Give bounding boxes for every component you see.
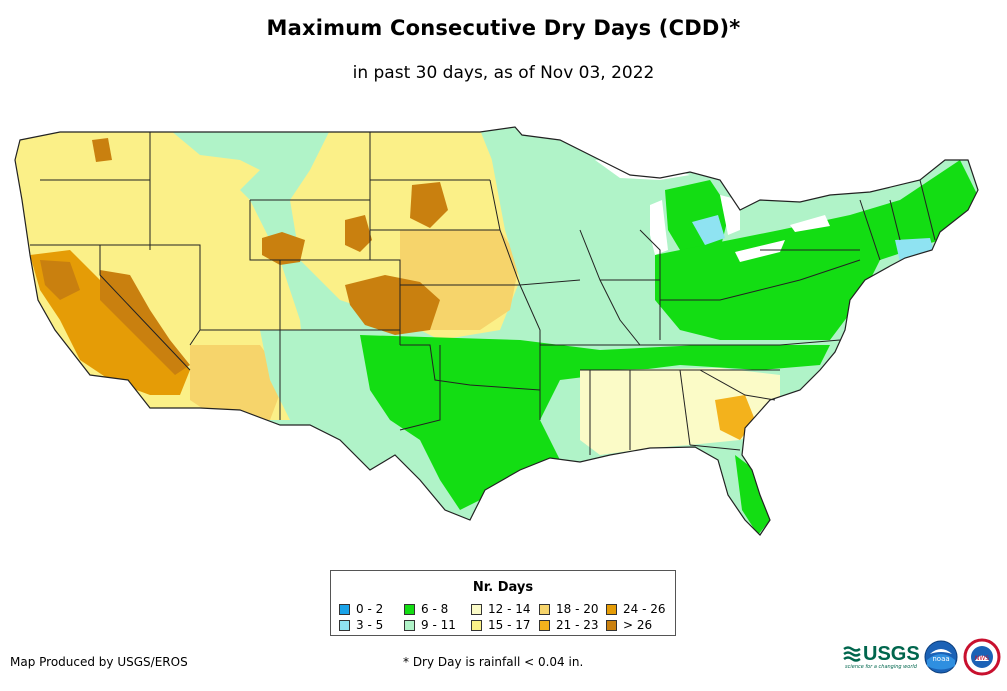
great-lakes — [595, 160, 830, 262]
region-mass-3-5 — [895, 238, 935, 262]
legend-label: 0 - 2 — [356, 602, 384, 616]
usgs-logo: USGS — [843, 643, 920, 666]
legend-label: 6 - 8 — [421, 602, 449, 616]
map-title: Maximum Consecutive Dry Days (CDD)* — [266, 16, 741, 40]
legend-swatch — [404, 603, 415, 615]
map-credit: Map Produced by USGS/EROS — [10, 655, 188, 669]
legend-label: 12 - 14 — [488, 602, 531, 616]
legend-swatch — [339, 619, 350, 631]
legend-swatch — [339, 603, 350, 615]
legend-swatch — [606, 619, 617, 631]
legend-swatch — [471, 619, 482, 631]
legend-swatch — [471, 603, 482, 615]
legend-label: 24 - 26 — [623, 602, 666, 616]
region-wyoming-over-26 — [345, 215, 372, 252]
legend-item-21-23: 21 - 23 — [539, 618, 599, 632]
legend-item-3-5: 3 - 5 — [339, 618, 383, 632]
lake-ontario — [790, 215, 830, 232]
usgs-logo-text: USGS — [863, 643, 920, 665]
legend-label: 18 - 20 — [556, 602, 599, 616]
region-colorado-over-26 — [345, 275, 440, 335]
lake-superior — [595, 160, 690, 180]
us-dry-days-map — [14, 126, 979, 536]
lake-huron — [720, 195, 740, 235]
usgs-wave-icon — [843, 645, 861, 662]
legend-swatch — [606, 603, 617, 615]
region-southwest-18-20 — [190, 345, 285, 420]
legend-label: 15 - 17 — [488, 618, 531, 632]
region-michigan-3-5 — [692, 215, 725, 245]
map-subtitle: in past 30 days, as of Nov 03, 2022 — [352, 63, 655, 83]
dry-day-regions — [15, 130, 978, 535]
legend-item-0-2: 0 - 2 — [339, 602, 383, 616]
legend-label: 9 - 11 — [421, 618, 456, 632]
noaa-logo-text: noaa — [932, 655, 949, 663]
legend-item-9-11: 9 - 11 — [404, 618, 456, 632]
nws-logo-text: NWS — [975, 655, 989, 662]
legend-box: Nr. Days 0 - 2 3 - 5 6 - 8 9 - 11 12 - 1… — [330, 570, 676, 636]
legend-swatch — [539, 619, 550, 631]
legend-item-6-8: 6 - 8 — [404, 602, 448, 616]
region-oregon-over-26 — [92, 138, 112, 162]
legend-swatch — [539, 603, 550, 615]
region-south-6-8 — [360, 335, 830, 510]
lake-erie — [735, 240, 785, 262]
legend-item-24-26: 24 - 26 — [606, 602, 666, 616]
legend-item-18-20: 18 - 20 — [539, 602, 599, 616]
legend-item-over-26: > 26 — [606, 618, 652, 632]
state-boundaries — [30, 132, 936, 455]
dry-day-footnote: * Dry Day is rainfall < 0.04 in. — [403, 655, 584, 669]
legend-item-15-17: 15 - 17 — [471, 618, 531, 632]
legend-title: Nr. Days — [472, 580, 534, 595]
lake-michigan — [650, 200, 668, 255]
region-socal-over-26 — [40, 260, 80, 300]
region-wyoming2-over-26 — [262, 232, 305, 265]
region-southdakota-over-26 — [410, 182, 448, 228]
legend-item-12-14: 12 - 14 — [471, 602, 531, 616]
region-florida-6-8 — [735, 455, 770, 535]
legend-swatch — [404, 619, 415, 631]
noaa-logo-icon: noaa — [924, 640, 958, 674]
region-midwest-9-11 — [490, 150, 660, 330]
nws-logo-icon: NWS — [963, 638, 1001, 676]
legend-label: > 26 — [623, 618, 653, 632]
usgs-tagline: science for a changing world — [845, 664, 917, 670]
legend-label: 21 - 23 — [556, 618, 599, 632]
region-newmexico-9-11 — [260, 330, 390, 430]
legend-label: 3 - 5 — [356, 618, 384, 632]
